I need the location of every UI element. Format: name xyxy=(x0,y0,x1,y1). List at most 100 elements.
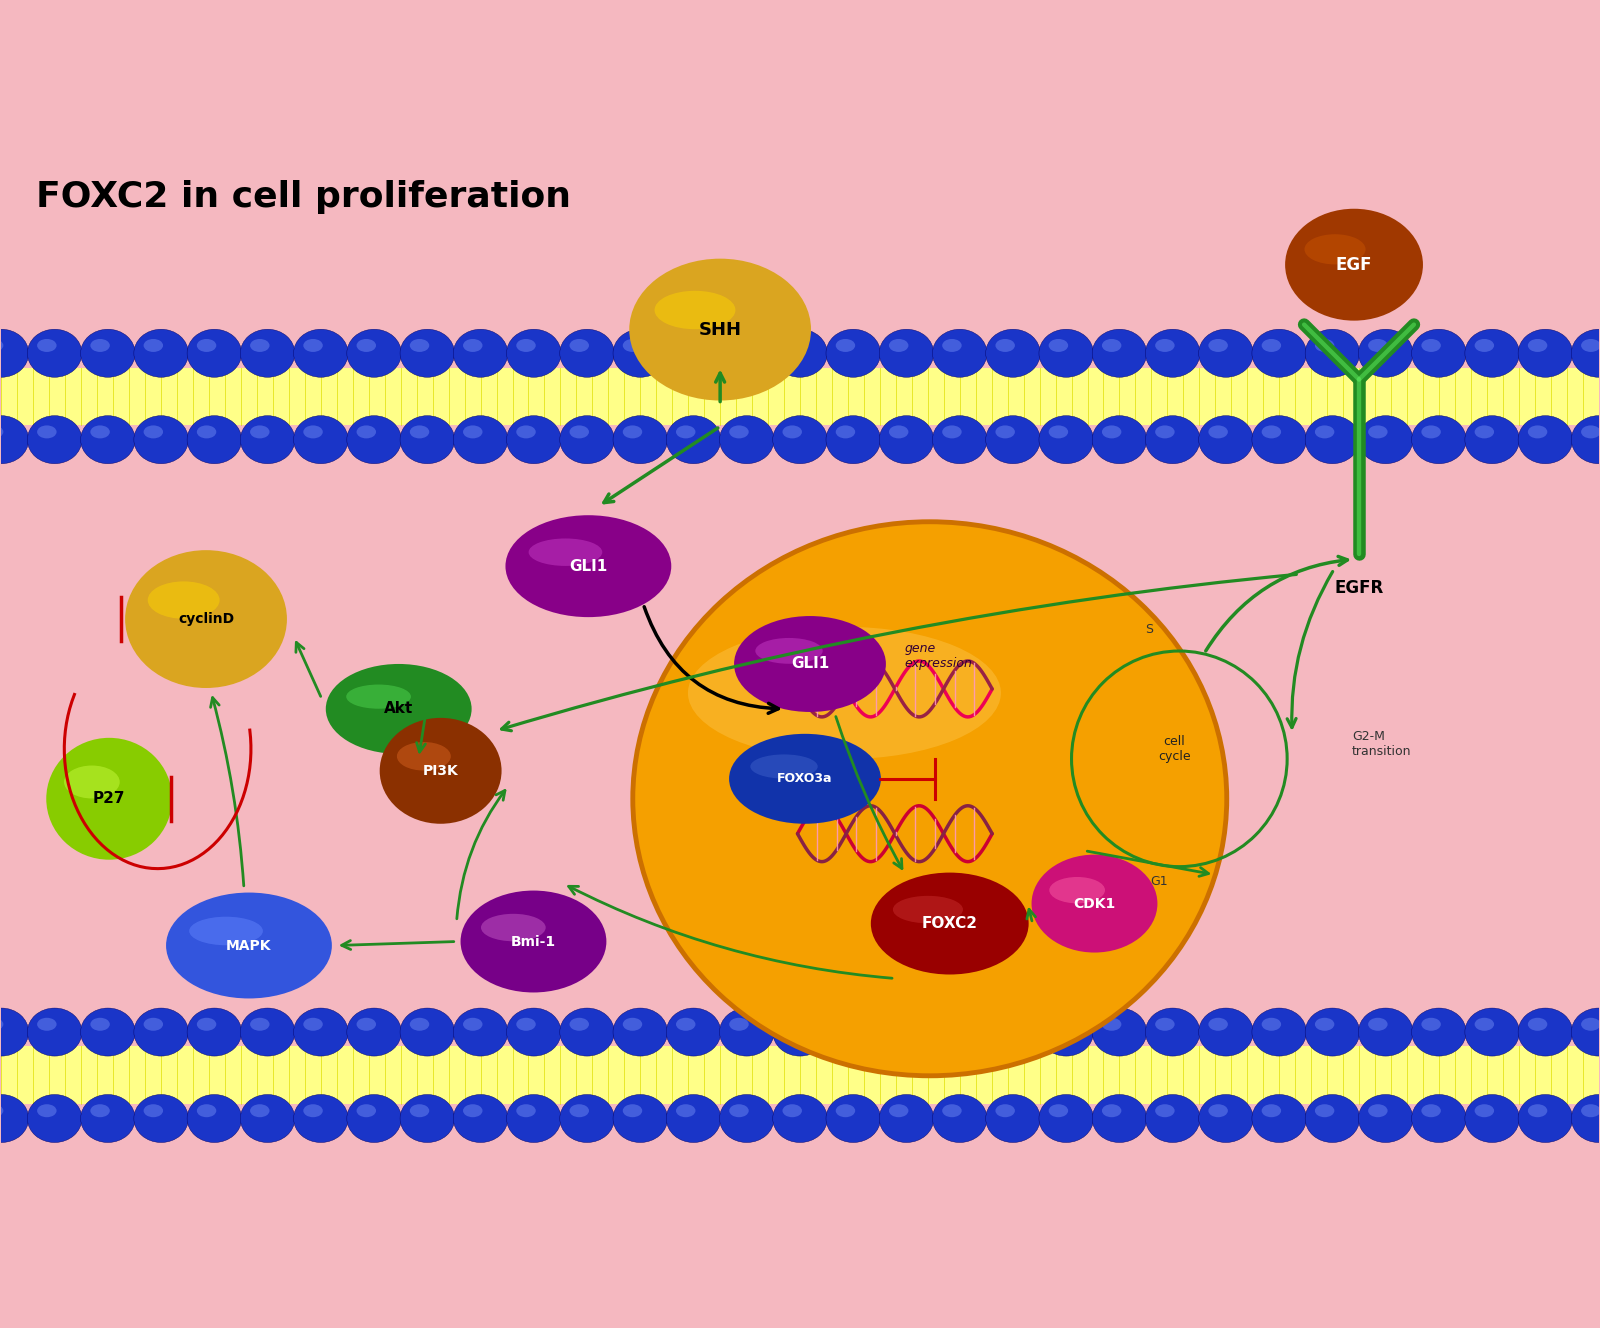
Ellipse shape xyxy=(1198,1094,1253,1142)
Ellipse shape xyxy=(890,1105,909,1117)
Ellipse shape xyxy=(507,1094,562,1142)
Ellipse shape xyxy=(1146,416,1200,463)
Ellipse shape xyxy=(1146,329,1200,377)
Ellipse shape xyxy=(835,1105,854,1117)
Ellipse shape xyxy=(1421,339,1442,352)
Ellipse shape xyxy=(326,665,470,753)
Ellipse shape xyxy=(1102,425,1122,438)
Ellipse shape xyxy=(1581,1105,1600,1117)
Bar xyxy=(2,368,1598,425)
Ellipse shape xyxy=(560,1008,614,1056)
Ellipse shape xyxy=(826,416,880,463)
Ellipse shape xyxy=(27,329,82,377)
Ellipse shape xyxy=(1208,425,1227,438)
Ellipse shape xyxy=(126,551,286,687)
Ellipse shape xyxy=(1198,416,1253,463)
Text: FOXC2 in cell proliferation: FOXC2 in cell proliferation xyxy=(37,179,571,214)
Ellipse shape xyxy=(986,416,1040,463)
Ellipse shape xyxy=(410,1105,429,1117)
Ellipse shape xyxy=(187,1094,242,1142)
Ellipse shape xyxy=(1146,1094,1200,1142)
Ellipse shape xyxy=(1571,1094,1600,1142)
Ellipse shape xyxy=(1198,1008,1253,1056)
Ellipse shape xyxy=(1411,329,1466,377)
Ellipse shape xyxy=(461,891,605,992)
Ellipse shape xyxy=(397,742,451,770)
Ellipse shape xyxy=(773,329,827,377)
Ellipse shape xyxy=(1475,339,1494,352)
Ellipse shape xyxy=(1262,425,1282,438)
Ellipse shape xyxy=(1475,425,1494,438)
Ellipse shape xyxy=(134,1008,189,1056)
Ellipse shape xyxy=(1466,1008,1520,1056)
Ellipse shape xyxy=(90,1105,110,1117)
Ellipse shape xyxy=(1093,416,1147,463)
Ellipse shape xyxy=(27,1094,82,1142)
Ellipse shape xyxy=(517,425,536,438)
Ellipse shape xyxy=(134,1094,189,1142)
Ellipse shape xyxy=(1102,1017,1122,1031)
Ellipse shape xyxy=(1208,339,1227,352)
Ellipse shape xyxy=(1155,339,1174,352)
Ellipse shape xyxy=(240,1094,294,1142)
Ellipse shape xyxy=(134,329,189,377)
Ellipse shape xyxy=(144,425,163,438)
Ellipse shape xyxy=(942,339,962,352)
Ellipse shape xyxy=(1048,339,1069,352)
Ellipse shape xyxy=(304,425,323,438)
Ellipse shape xyxy=(933,1094,987,1142)
Ellipse shape xyxy=(64,765,120,798)
Ellipse shape xyxy=(893,896,963,923)
Ellipse shape xyxy=(0,339,3,352)
Ellipse shape xyxy=(1262,1017,1282,1031)
Ellipse shape xyxy=(517,1105,536,1117)
Ellipse shape xyxy=(1093,329,1147,377)
Ellipse shape xyxy=(400,416,454,463)
Ellipse shape xyxy=(293,1094,349,1142)
Ellipse shape xyxy=(1048,425,1069,438)
Text: MAPK: MAPK xyxy=(226,939,272,952)
Ellipse shape xyxy=(240,329,294,377)
Ellipse shape xyxy=(622,339,642,352)
Ellipse shape xyxy=(0,425,3,438)
Ellipse shape xyxy=(782,339,802,352)
Ellipse shape xyxy=(782,425,802,438)
Ellipse shape xyxy=(347,1094,402,1142)
Ellipse shape xyxy=(1358,416,1413,463)
Ellipse shape xyxy=(630,260,810,400)
Ellipse shape xyxy=(250,1105,269,1117)
Ellipse shape xyxy=(675,425,696,438)
Ellipse shape xyxy=(730,734,880,823)
Ellipse shape xyxy=(675,1017,696,1031)
Ellipse shape xyxy=(880,416,934,463)
Text: G1: G1 xyxy=(1150,875,1168,887)
Ellipse shape xyxy=(1155,1105,1174,1117)
Text: GLI1: GLI1 xyxy=(790,656,829,672)
Ellipse shape xyxy=(37,1017,56,1031)
Ellipse shape xyxy=(1198,329,1253,377)
Ellipse shape xyxy=(90,339,110,352)
Ellipse shape xyxy=(750,754,818,778)
Ellipse shape xyxy=(995,339,1014,352)
Ellipse shape xyxy=(560,329,614,377)
Ellipse shape xyxy=(730,339,749,352)
Ellipse shape xyxy=(250,339,269,352)
Ellipse shape xyxy=(890,425,909,438)
Text: cyclinD: cyclinD xyxy=(178,612,234,625)
Text: EGFR: EGFR xyxy=(1334,579,1384,598)
Ellipse shape xyxy=(90,1017,110,1031)
Ellipse shape xyxy=(357,1017,376,1031)
Ellipse shape xyxy=(400,1094,454,1142)
Ellipse shape xyxy=(37,425,56,438)
Ellipse shape xyxy=(187,1008,242,1056)
Ellipse shape xyxy=(197,425,216,438)
Ellipse shape xyxy=(0,329,29,377)
Ellipse shape xyxy=(1421,1105,1442,1117)
Ellipse shape xyxy=(462,1105,483,1117)
Ellipse shape xyxy=(730,1105,749,1117)
Ellipse shape xyxy=(880,1094,934,1142)
Ellipse shape xyxy=(410,339,429,352)
Ellipse shape xyxy=(1304,234,1365,264)
Ellipse shape xyxy=(347,416,402,463)
Ellipse shape xyxy=(507,416,562,463)
